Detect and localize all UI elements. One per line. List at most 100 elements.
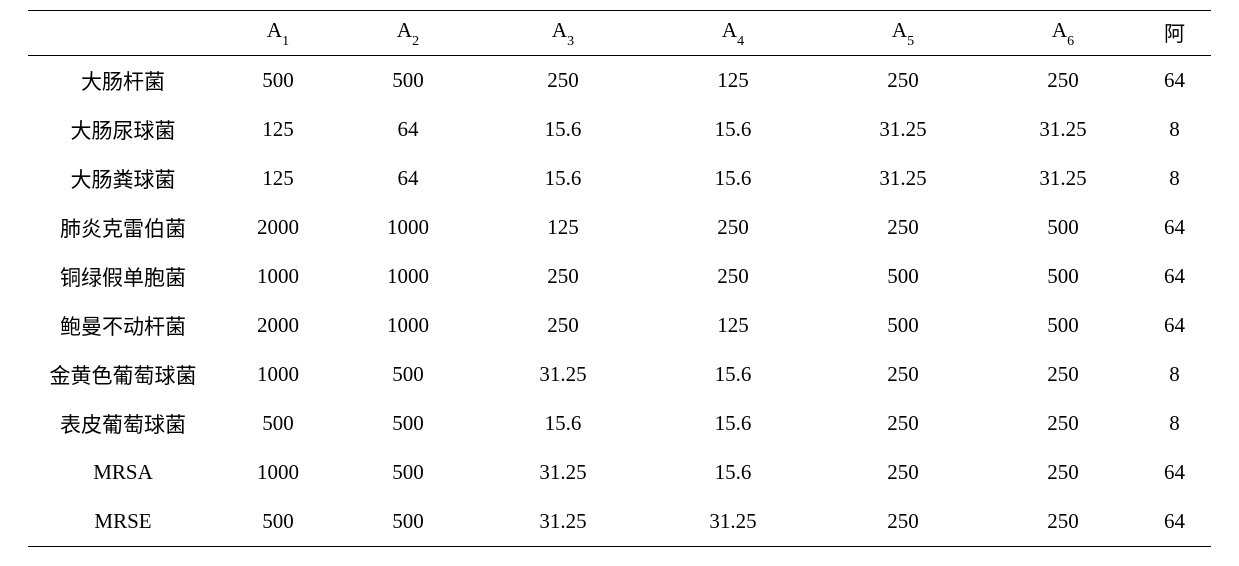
cell-value: 500: [988, 203, 1138, 252]
cell-value: 500: [218, 497, 338, 547]
cell-value: 250: [818, 56, 988, 106]
cell-value: 500: [988, 252, 1138, 301]
cell-value: 8: [1138, 154, 1211, 203]
header-subscript: 1: [282, 34, 289, 49]
header-label: A: [892, 18, 907, 42]
cell-value: 250: [818, 497, 988, 547]
row-label: MRSE: [28, 497, 218, 547]
cell-value: 500: [338, 399, 478, 448]
cell-value: 125: [648, 56, 818, 106]
cell-value: 31.25: [818, 105, 988, 154]
header-col-2: A2: [338, 11, 478, 56]
header-rowlabel: [28, 11, 218, 56]
cell-value: 250: [988, 497, 1138, 547]
cell-value: 8: [1138, 350, 1211, 399]
table-row: MRSA100050031.2515.625025064: [28, 448, 1211, 497]
header-label: A: [722, 18, 737, 42]
table-row: 肺炎克雷伯菌2000100012525025050064: [28, 203, 1211, 252]
cell-value: 15.6: [648, 448, 818, 497]
header-label: 阿: [1164, 22, 1185, 46]
table-head: A1A2A3A4A5A6阿: [28, 11, 1211, 56]
cell-value: 1000: [338, 252, 478, 301]
cell-value: 15.6: [648, 399, 818, 448]
row-label: 鲍曼不动杆菌: [28, 301, 218, 350]
row-label: 肺炎克雷伯菌: [28, 203, 218, 252]
cell-value: 1000: [338, 301, 478, 350]
cell-value: 250: [988, 350, 1138, 399]
header-label: A: [267, 18, 282, 42]
cell-value: 15.6: [478, 154, 648, 203]
row-label: 大肠杆菌: [28, 56, 218, 106]
mic-table-container: A1A2A3A4A5A6阿 大肠杆菌50050025012525025064大肠…: [0, 0, 1239, 559]
cell-value: 500: [338, 56, 478, 106]
cell-value: 8: [1138, 399, 1211, 448]
cell-value: 250: [818, 203, 988, 252]
cell-value: 1000: [218, 350, 338, 399]
cell-value: 500: [818, 252, 988, 301]
header-subscript: 3: [567, 34, 574, 49]
cell-value: 64: [1138, 203, 1211, 252]
cell-value: 8: [1138, 105, 1211, 154]
header-col-5: A5: [818, 11, 988, 56]
row-label: 金黄色葡萄球菌: [28, 350, 218, 399]
cell-value: 31.25: [478, 497, 648, 547]
header-col-1: A1: [218, 11, 338, 56]
cell-value: 31.25: [478, 350, 648, 399]
header-subscript: 4: [737, 34, 744, 49]
cell-value: 250: [988, 56, 1138, 106]
header-col-6: A6: [988, 11, 1138, 56]
cell-value: 31.25: [478, 448, 648, 497]
cell-value: 15.6: [648, 154, 818, 203]
header-col-3: A3: [478, 11, 648, 56]
mic-table: A1A2A3A4A5A6阿 大肠杆菌50050025012525025064大肠…: [28, 10, 1211, 547]
header-label: A: [552, 18, 567, 42]
table-row: 鲍曼不动杆菌2000100025012550050064: [28, 301, 1211, 350]
table-row: 铜绿假单胞菌1000100025025050050064: [28, 252, 1211, 301]
cell-value: 250: [988, 448, 1138, 497]
cell-value: 15.6: [648, 105, 818, 154]
cell-value: 500: [338, 497, 478, 547]
cell-value: 125: [478, 203, 648, 252]
cell-value: 250: [478, 301, 648, 350]
row-label: MRSA: [28, 448, 218, 497]
table-row: 表皮葡萄球菌50050015.615.62502508: [28, 399, 1211, 448]
cell-value: 250: [648, 203, 818, 252]
header-col-4: A4: [648, 11, 818, 56]
cell-value: 125: [218, 105, 338, 154]
cell-value: 250: [478, 252, 648, 301]
cell-value: 250: [988, 399, 1138, 448]
cell-value: 500: [988, 301, 1138, 350]
table-body: 大肠杆菌50050025012525025064大肠尿球菌1256415.615…: [28, 56, 1211, 547]
cell-value: 64: [338, 105, 478, 154]
header-label: A: [397, 18, 412, 42]
cell-value: 31.25: [988, 154, 1138, 203]
cell-value: 500: [218, 56, 338, 106]
cell-value: 64: [338, 154, 478, 203]
cell-value: 250: [818, 350, 988, 399]
header-subscript: 5: [907, 34, 914, 49]
cell-value: 125: [218, 154, 338, 203]
cell-value: 125: [648, 301, 818, 350]
row-label: 大肠尿球菌: [28, 105, 218, 154]
cell-value: 64: [1138, 448, 1211, 497]
cell-value: 64: [1138, 301, 1211, 350]
cell-value: 31.25: [818, 154, 988, 203]
row-label: 表皮葡萄球菌: [28, 399, 218, 448]
cell-value: 2000: [218, 203, 338, 252]
cell-value: 1000: [338, 203, 478, 252]
cell-value: 2000: [218, 301, 338, 350]
cell-value: 31.25: [648, 497, 818, 547]
cell-value: 1000: [218, 448, 338, 497]
cell-value: 31.25: [988, 105, 1138, 154]
cell-value: 15.6: [478, 399, 648, 448]
table-row: 金黄色葡萄球菌100050031.2515.62502508: [28, 350, 1211, 399]
table-row: MRSE50050031.2531.2525025064: [28, 497, 1211, 547]
header-subscript: 6: [1067, 34, 1074, 49]
cell-value: 250: [818, 399, 988, 448]
cell-value: 250: [648, 252, 818, 301]
table-row: 大肠尿球菌1256415.615.631.2531.258: [28, 105, 1211, 154]
header-col-7: 阿: [1138, 11, 1211, 56]
cell-value: 64: [1138, 252, 1211, 301]
table-row: 大肠粪球菌1256415.615.631.2531.258: [28, 154, 1211, 203]
row-label: 铜绿假单胞菌: [28, 252, 218, 301]
